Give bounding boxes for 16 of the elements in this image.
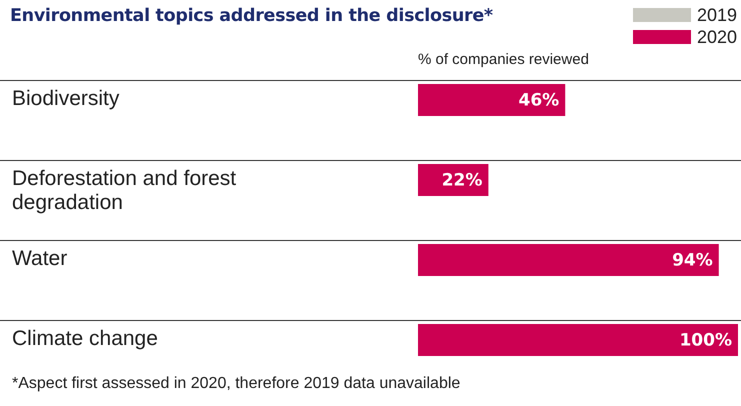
y-tick-label: Deforestation and forest degradation	[12, 167, 236, 214]
y-tick-label: Climate change	[12, 327, 158, 350]
x-axis-title: % of companies reviewed	[418, 51, 589, 68]
bar	[418, 324, 738, 356]
data-label: 94%	[672, 250, 713, 270]
data-label: 46%	[518, 90, 560, 110]
bar	[418, 244, 719, 276]
bar	[418, 84, 566, 116]
legend-label: 2019	[696, 4, 737, 26]
text: Environmental topics addressed in the disclosure*	[10, 6, 493, 26]
annotation: *Aspect first assessed in 2020, therefore 2019 data unavailable	[12, 375, 460, 393]
legend-label: 2020	[696, 26, 737, 48]
y-tick-label: Biodiversity	[12, 87, 120, 110]
data-label: 100%	[679, 330, 732, 350]
y-tick-label: Water	[12, 247, 68, 270]
data-label: 22%	[442, 170, 482, 190]
